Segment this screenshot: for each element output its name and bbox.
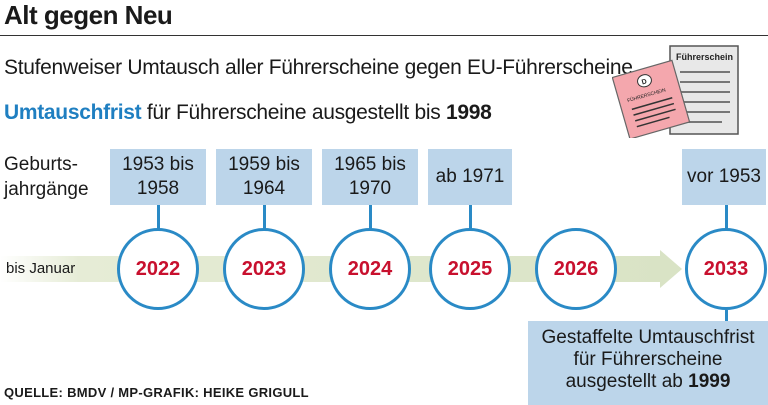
deadline-year: 1998 xyxy=(445,101,492,124)
year-circle-2024: 2024 xyxy=(329,228,411,310)
cohort-box-line1: 1953 bis xyxy=(122,154,194,175)
note-year: 1999 xyxy=(688,371,731,392)
year-circle-2026: 2026 xyxy=(535,228,617,310)
page-title: Alt gegen Neu xyxy=(4,0,173,30)
cohort-box-2023: 1959 bis 1964 xyxy=(216,149,312,205)
license-old-badge: D xyxy=(641,78,648,86)
cohort-label-line1: Geburts- xyxy=(4,154,78,175)
timeline-start-label: bis Januar xyxy=(6,260,76,277)
cohort-box-line1: 1965 bis xyxy=(334,154,406,175)
cohort-box-line2: 1964 xyxy=(242,178,286,199)
license-card-label: Führerschein xyxy=(676,52,733,62)
year-circle-2022: 2022 xyxy=(117,228,199,310)
connector xyxy=(263,205,266,231)
cohort-label: Geburts- jahrgänge xyxy=(4,152,89,202)
cohort-box-2022: 1953 bis 1958 xyxy=(110,149,206,205)
year-circle-2025: 2025 xyxy=(429,228,511,310)
note-line3: ausgestellt ab 1999 xyxy=(528,371,768,393)
subtitle: Stufenweiser Umtausch aller Führerschein… xyxy=(4,56,633,79)
cohort-label-line2: jahrgänge xyxy=(4,179,89,200)
year-circle-2033: 2033 xyxy=(685,228,767,310)
note-box: Gestaffelte Umtauschfrist für Führersche… xyxy=(528,321,768,405)
connector xyxy=(725,205,728,231)
cohort-box-2025: ab 1971 xyxy=(428,149,512,205)
timeline-arrowhead xyxy=(660,250,682,288)
deadline-text: für Führerscheine ausgestellt bis xyxy=(141,101,446,124)
cohort-box-line2: 1970 xyxy=(348,178,392,199)
note-line3-text: ausgestellt ab xyxy=(565,371,689,392)
connector xyxy=(725,310,728,322)
cohort-box-2033: vor 1953 xyxy=(682,149,766,205)
note-line2: für Führerscheine xyxy=(573,349,723,370)
note-line1: Gestaffelte Umtauschfrist xyxy=(541,327,755,348)
deadline-heading: Umtauschfrist für Führerscheine ausgeste… xyxy=(4,101,492,125)
year-circle-2023: 2023 xyxy=(223,228,305,310)
connector xyxy=(369,205,372,231)
cohort-box-line2: 1958 xyxy=(136,178,180,199)
source-credit: QUELLE: BMDV / MP-GRAFIK: HEIKE GRIGULL xyxy=(4,385,309,400)
license-cards-illustration: Führerschein D FÜHRERSCHEIN xyxy=(611,42,742,140)
connector xyxy=(157,205,160,231)
deadline-highlight: Umtauschfrist xyxy=(4,101,142,124)
title-divider xyxy=(0,35,768,36)
cohort-box-line1: 1959 bis xyxy=(228,154,300,175)
connector xyxy=(469,205,472,231)
cohort-box-2024: 1965 bis 1970 xyxy=(322,149,418,205)
